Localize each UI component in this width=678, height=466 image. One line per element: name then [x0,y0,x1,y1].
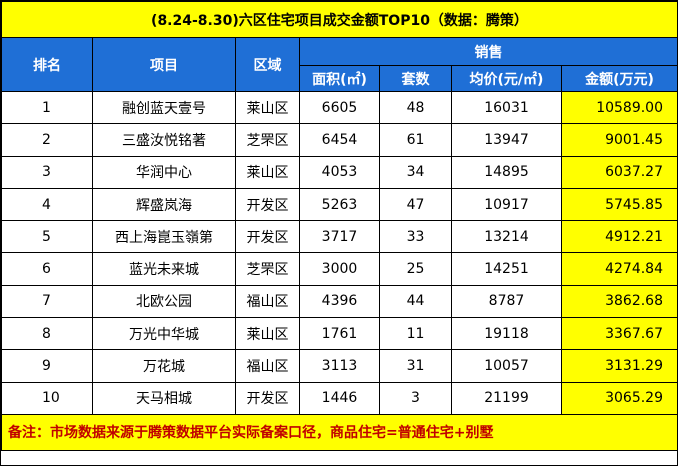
cell-amount: 4912.21 [561,220,677,254]
table-row: 1 融创蓝天壹号 莱山区 6605 48 16031 10589.00 [1,90,677,125]
cell-amount: 5745.85 [561,187,677,222]
cell-project: 西上海崑玉嶺第 [92,220,236,254]
cell-amount: 10589.00 [561,90,677,125]
cell-area: 6605 [299,90,380,125]
table-row: 4 辉盛岚海 开发区 5263 47 10917 5745.85 [1,187,677,222]
cell-avg-price: 16031 [451,90,562,125]
table-row: 7 北欧公园 福山区 4396 44 8787 3862.68 [1,284,677,319]
cell-units: 25 [379,252,452,286]
cell-area: 3113 [299,349,380,383]
cell-area: 6454 [299,123,380,157]
header-rank: 排名 [1,37,93,92]
cell-district: 芝罘区 [235,123,300,157]
cell-units: 44 [379,284,452,319]
header-area: 面积(㎡) [299,65,380,92]
cell-area: 1446 [299,381,380,415]
cell-units: 11 [379,317,452,351]
table-row: 8 万光中华城 莱山区 1761 11 19118 3367.67 [1,317,677,351]
cell-rank: 2 [1,123,93,157]
cell-rank: 6 [1,252,93,286]
table-row: 6 蓝光未来城 芝罘区 3000 25 14251 4274.84 [1,252,677,286]
header-project: 项目 [92,37,236,92]
cell-avg-price: 21199 [451,381,562,415]
cell-avg-price: 10057 [451,349,562,383]
cell-avg-price: 14251 [451,252,562,286]
header-district: 区域 [235,37,300,92]
cell-rank: 9 [1,349,93,383]
cell-area: 5263 [299,187,380,222]
header-units: 套数 [379,65,452,92]
cell-rank: 4 [1,187,93,222]
cell-district: 开发区 [235,187,300,222]
cell-district: 开发区 [235,220,300,254]
cell-project: 北欧公园 [92,284,236,319]
cell-project: 万光中华城 [92,317,236,351]
cell-project: 万花城 [92,349,236,383]
cell-amount: 3131.29 [561,349,677,383]
cell-units: 34 [379,155,452,189]
cell-rank: 8 [1,317,93,351]
sales-ranking-table: (8.24-8.30)六区住宅项目成交金额TOP10（数据：腾策） 排名 项目 … [1,1,677,451]
table-title: (8.24-8.30)六区住宅项目成交金额TOP10（数据：腾策） [1,1,677,38]
cell-district: 莱山区 [235,317,300,351]
cell-amount: 4274.84 [561,252,677,286]
cell-avg-price: 14895 [451,155,562,189]
table-row: 10 天马相城 开发区 1446 3 21199 3065.29 [1,381,677,415]
cell-district: 莱山区 [235,155,300,189]
cell-district: 芝罘区 [235,252,300,286]
cell-rank: 7 [1,284,93,319]
cell-rank: 10 [1,381,93,415]
header-avg-price: 均价(元/㎡) [451,65,562,92]
cell-avg-price: 8787 [451,284,562,319]
cell-area: 3717 [299,220,380,254]
cell-units: 3 [379,381,452,415]
header-sales: 销售 [299,37,677,66]
header-amount: 金额(万元) [561,65,677,92]
cell-units: 33 [379,220,452,254]
cell-area: 4053 [299,155,380,189]
table-row: 5 西上海崑玉嶺第 开发区 3717 33 13214 4912.21 [1,220,677,254]
cell-amount: 6037.27 [561,155,677,189]
cell-project: 蓝光未来城 [92,252,236,286]
cell-district: 福山区 [235,284,300,319]
cell-project: 三盛汝悦铭著 [92,123,236,157]
cell-rank: 3 [1,155,93,189]
cell-units: 31 [379,349,452,383]
cell-district: 福山区 [235,349,300,383]
cell-project: 华润中心 [92,155,236,189]
cell-units: 48 [379,90,452,125]
cell-district: 莱山区 [235,90,300,125]
cell-area: 3000 [299,252,380,286]
table-row: 3 华润中心 莱山区 4053 34 14895 6037.27 [1,155,677,189]
cell-amount: 3862.68 [561,284,677,319]
cell-amount: 3065.29 [561,381,677,415]
table-note: 备注：市场数据来源于腾策数据平台实际备案口径，商品住宅=普通住宅+别墅 [1,413,677,451]
cell-avg-price: 13214 [451,220,562,254]
cell-amount: 3367.67 [561,317,677,351]
cell-area: 4396 [299,284,380,319]
cell-rank: 1 [1,90,93,125]
cell-rank: 5 [1,220,93,254]
cell-units: 61 [379,123,452,157]
cell-units: 47 [379,187,452,222]
cell-district: 开发区 [235,381,300,415]
cell-project: 辉盛岚海 [92,187,236,222]
cell-project: 融创蓝天壹号 [92,90,236,125]
cell-avg-price: 10917 [451,187,562,222]
cell-area: 1761 [299,317,380,351]
table-row: 9 万花城 福山区 3113 31 10057 3131.29 [1,349,677,383]
cell-avg-price: 13947 [451,123,562,157]
cell-amount: 9001.45 [561,123,677,157]
table-row: 2 三盛汝悦铭著 芝罘区 6454 61 13947 9001.45 [1,123,677,157]
cell-project: 天马相城 [92,381,236,415]
cell-avg-price: 19118 [451,317,562,351]
